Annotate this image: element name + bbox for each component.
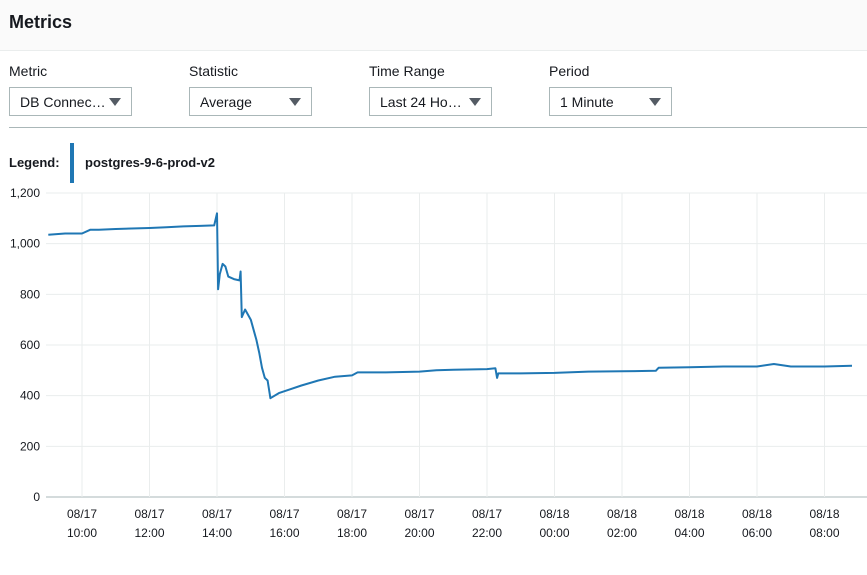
x-tick-label-date: 08/17 bbox=[202, 507, 232, 521]
x-tick-label-time: 04:00 bbox=[674, 526, 704, 540]
x-tick-label-date: 08/18 bbox=[607, 507, 637, 521]
time-range-select[interactable]: Last 24 Ho… bbox=[369, 87, 492, 116]
x-tick-label-time: 22:00 bbox=[472, 526, 502, 540]
legend-series-name: postgres-9-6-prod-v2 bbox=[85, 155, 216, 170]
statistic-label: Statistic bbox=[189, 63, 239, 79]
x-tick-label-date: 08/17 bbox=[472, 507, 502, 521]
legend-swatch bbox=[70, 143, 74, 183]
x-tick-label-time: 02:00 bbox=[607, 526, 637, 540]
metric-control: Metric DB Connec… bbox=[9, 63, 132, 116]
statistic-control: Statistic Average bbox=[189, 63, 312, 116]
x-tick-label-time: 16:00 bbox=[269, 526, 299, 540]
line-chart: 0 200 400 600 800 1,000 1,200 08/17 10:00 08/17 12… bbox=[10, 186, 867, 540]
x-tick-label-time: 18:00 bbox=[337, 526, 367, 540]
y-tick-label: 0 bbox=[33, 490, 40, 504]
time-range-select-value: Last 24 Ho… bbox=[380, 94, 462, 110]
series-line bbox=[48, 212, 853, 400]
statistic-select-value: Average bbox=[200, 94, 252, 110]
x-tick-label-date: 08/17 bbox=[67, 507, 97, 521]
time-range-label: Time Range bbox=[369, 63, 445, 79]
y-tick-label: 400 bbox=[20, 389, 40, 403]
y-tick-label: 800 bbox=[20, 287, 40, 301]
x-tick-label-time: 06:00 bbox=[742, 526, 772, 540]
metric-label: Metric bbox=[9, 63, 48, 79]
y-tick-label: 1,200 bbox=[10, 186, 40, 200]
x-tick-label-time: 12:00 bbox=[134, 526, 164, 540]
caret-down-icon bbox=[649, 98, 661, 106]
legend-title: Legend: bbox=[9, 155, 60, 170]
x-tick-label-time: 08:00 bbox=[809, 526, 839, 540]
statistic-select[interactable]: Average bbox=[189, 87, 312, 116]
x-tick-label-date: 08/17 bbox=[337, 507, 367, 521]
caret-down-icon bbox=[469, 98, 481, 106]
metric-select-value: DB Connec… bbox=[20, 94, 106, 110]
x-tick-label-time: 14:00 bbox=[202, 526, 232, 540]
x-tick-label-date: 08/18 bbox=[539, 507, 569, 521]
y-tick-label: 1,000 bbox=[10, 237, 40, 251]
metrics-header: Metrics bbox=[0, 0, 867, 51]
period-label: Period bbox=[549, 63, 590, 79]
period-control: Period 1 Minute bbox=[549, 63, 672, 116]
period-select[interactable]: 1 Minute bbox=[549, 87, 672, 116]
x-tick-label-time: 00:00 bbox=[539, 526, 569, 540]
y-tick-label: 600 bbox=[20, 338, 40, 352]
time-range-control: Time Range Last 24 Ho… bbox=[369, 63, 492, 116]
metric-select[interactable]: DB Connec… bbox=[9, 87, 132, 116]
x-tick-label-time: 20:00 bbox=[404, 526, 434, 540]
divider bbox=[9, 127, 867, 128]
page-title: Metrics bbox=[9, 12, 73, 32]
period-select-value: 1 Minute bbox=[560, 94, 614, 110]
x-tick-label-time: 10:00 bbox=[67, 526, 97, 540]
x-tick-label-date: 08/18 bbox=[674, 507, 704, 521]
x-tick-label-date: 08/17 bbox=[134, 507, 164, 521]
x-tick-label-date: 08/18 bbox=[742, 507, 772, 521]
x-tick-label-date: 08/18 bbox=[809, 507, 839, 521]
caret-down-icon bbox=[109, 98, 121, 106]
y-tick-label: 200 bbox=[20, 439, 40, 453]
caret-down-icon bbox=[289, 98, 301, 106]
x-tick-label-date: 08/17 bbox=[404, 507, 434, 521]
x-tick-label-date: 08/17 bbox=[269, 507, 299, 521]
